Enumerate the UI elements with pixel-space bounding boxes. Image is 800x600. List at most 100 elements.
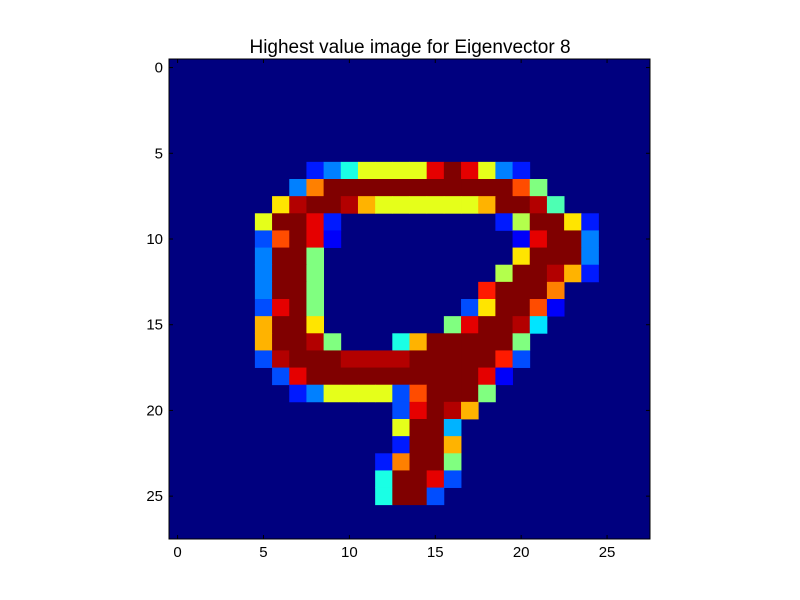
heatmap-cell [306,196,325,214]
heatmap-cell [392,196,410,214]
heatmap-cell [289,367,307,386]
heatmap-cell [306,350,325,368]
heatmap-cell [357,384,376,403]
heatmap-cell [375,487,393,506]
heatmap-cell [409,179,428,197]
heatmap-cell [306,264,325,283]
heatmap-cell [392,333,410,351]
heatmap-cell [564,213,582,231]
heatmap-cell [306,161,325,180]
heatmap-cell [426,419,445,437]
heatmap-cell [478,333,496,351]
heatmap-cell [392,419,410,437]
heatmap-cell [443,161,462,180]
heatmap-cell [409,453,428,471]
heatmap-cell [306,384,325,403]
heatmap-cell [289,213,307,231]
heatmap-cell [392,401,410,420]
heatmap-cell [289,264,307,283]
heatmap-cell [272,213,290,231]
heatmap-cell [426,179,445,197]
heatmap-cell [254,333,273,351]
heatmap-cell [478,281,496,300]
heatmap-cell [289,384,307,403]
heatmap-cell [272,316,290,334]
heatmap-cell [375,179,393,197]
heatmap-cell [357,161,376,180]
heatmap-cell [409,401,428,420]
heatmap-cell [461,384,479,403]
heatmap-cell [254,230,273,248]
heatmap-cell [512,179,531,197]
heatmap-cell [323,196,342,214]
heatmap-cell [409,196,428,214]
heatmap-cell [478,161,496,180]
heatmap-axes: 0 5 10 15 20 25 0 5 10 15 20 25 [146,58,651,561]
heatmap-cell [443,384,462,403]
heatmap-cell [443,367,462,386]
heatmap-cell [375,453,393,471]
heatmap-cell [426,161,445,180]
heatmap-cell [512,333,531,351]
heatmap-cell [478,367,496,386]
heatmap-cell [306,230,325,248]
heatmap-cell [357,367,376,386]
heatmap-cell [306,213,325,231]
heatmap-cell [306,333,325,351]
heatmap-cell [461,401,479,420]
heatmap-cell [426,333,445,351]
heatmap-cell [478,196,496,214]
heatmap-cell [340,161,359,180]
heatmap-cell [409,333,428,351]
heatmap-cell [323,161,342,180]
heatmap-cell [495,179,513,197]
heatmap-cell [289,333,307,351]
heatmap-cell [461,350,479,368]
heatmap-cell [340,179,359,197]
heatmap-cell [546,213,565,231]
heatmap-cell [529,264,548,283]
heatmap-cell [529,247,548,266]
x-tick-label: 0 [173,544,181,561]
heatmap-cell [306,247,325,266]
heatmap-cell [272,264,290,283]
heatmap-cell [495,281,513,300]
heatmap-cell [272,196,290,214]
heatmap-cell [375,161,393,180]
heatmap-cell [564,264,582,283]
heatmap-cell [409,487,428,506]
heatmap-cell [357,179,376,197]
heatmap-cell [340,367,359,386]
heatmap-cell [443,196,462,214]
heatmap-cell [495,316,513,334]
heatmap-cell [564,247,582,266]
heatmap-cell [478,316,496,334]
heatmap-cell [564,230,582,248]
heatmap-cell [495,350,513,368]
heatmap-cell [512,281,531,300]
heatmap-cell [392,436,410,454]
heatmap-cell [461,161,479,180]
heatmap-cell [289,247,307,266]
heatmap-cell [546,281,565,300]
heatmap-cell [323,213,342,231]
heatmap-cell [306,367,325,386]
heatmap-cell [272,367,290,386]
heatmap-cell [443,453,462,471]
heatmap-cell [529,196,548,214]
heatmap-cell [529,299,548,317]
heatmap-cell [443,179,462,197]
heatmap-cell [323,367,342,386]
x-tick-label: 20 [513,544,530,561]
heatmap-cell [409,470,428,488]
heatmap-cell [512,264,531,283]
heatmap-cell [392,367,410,386]
heatmap-cell [495,213,513,231]
heatmap-cell [495,196,513,214]
y-tick-label: 5 [155,145,163,162]
heatmap-cell [375,196,393,214]
heatmap-cell [409,419,428,437]
heatmap-cell [495,333,513,351]
heatmap-cell [512,196,531,214]
heatmap-cell [426,350,445,368]
